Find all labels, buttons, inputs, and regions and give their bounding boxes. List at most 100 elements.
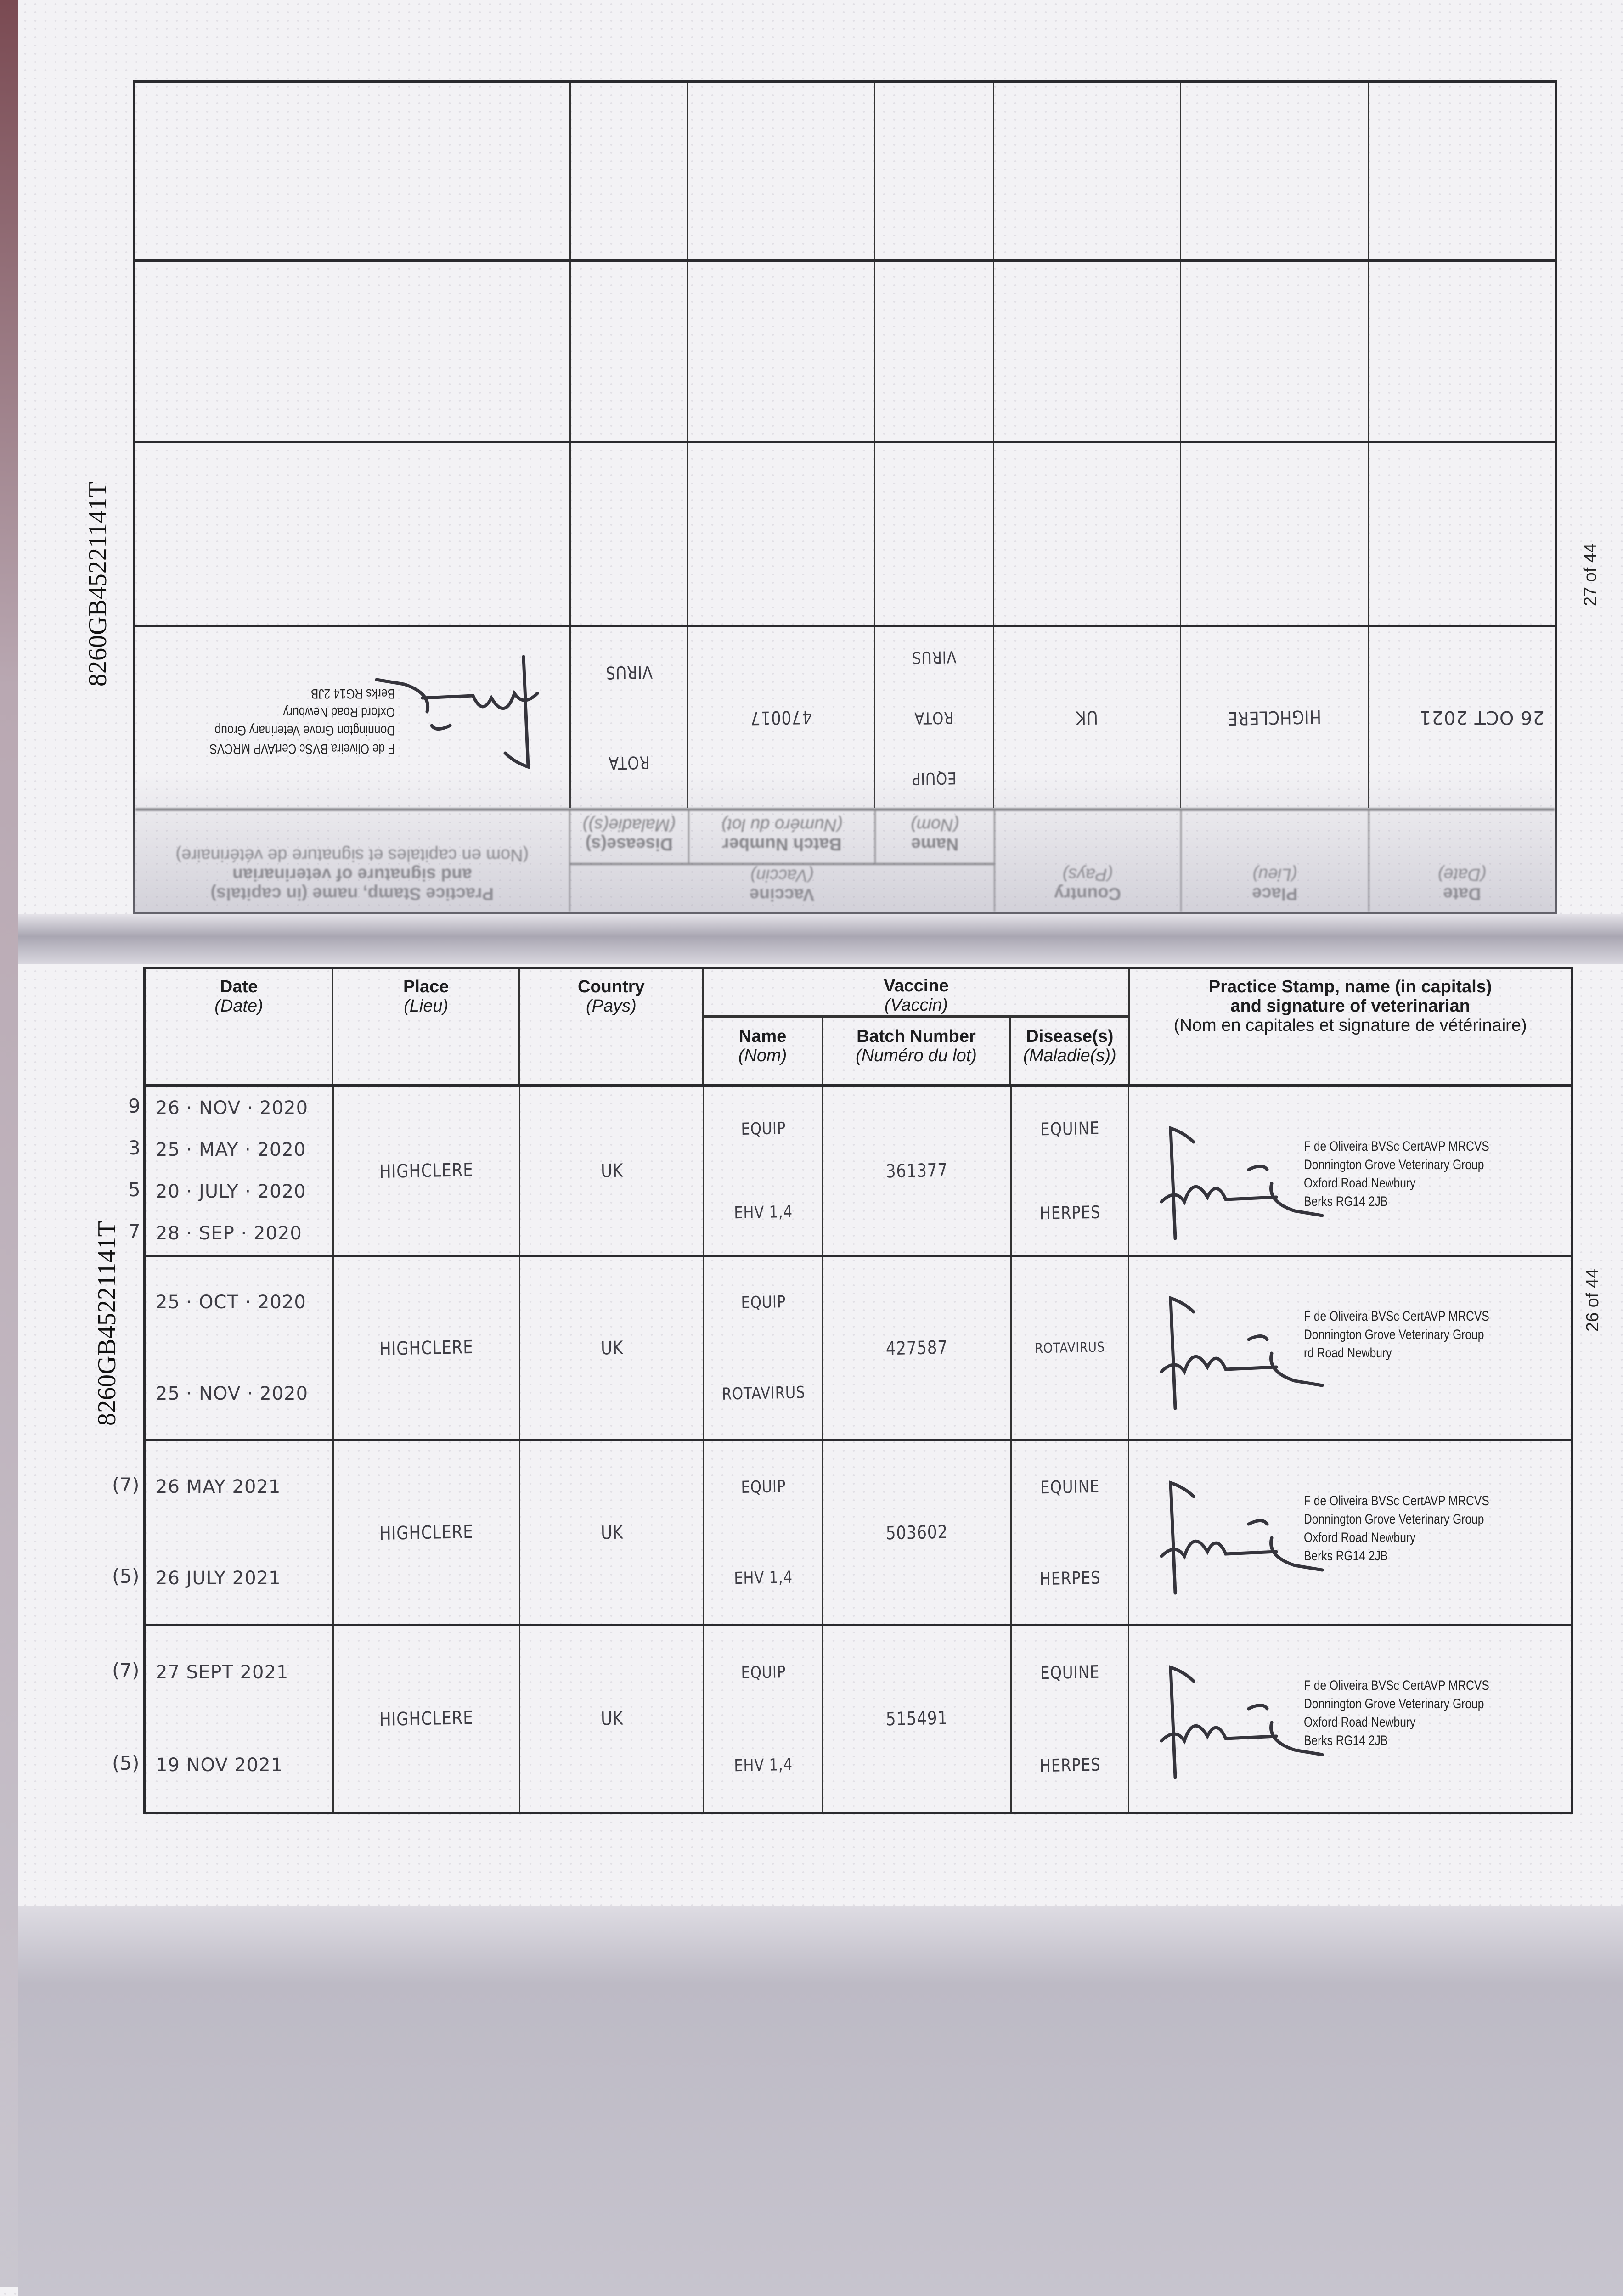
date-label-fr: (Date) — [214, 996, 263, 1016]
date-cell: 25 · OCT · 2020 25 · NOV · 2020 — [146, 1257, 334, 1439]
stamp-line: F de Oliveira BVSc CertAVP MRCVS — [209, 741, 395, 756]
veterinarian-signature — [1160, 1665, 1324, 1779]
stamp-label-2: and signature of veterinarian — [232, 865, 472, 884]
vaccination-date: 25 · MAY · 2020 — [156, 1139, 306, 1160]
page-fold — [18, 914, 1623, 964]
stamp-line: Donnington Grove Veterinary Group — [1304, 1157, 1484, 1172]
dose-number: (7) — [112, 1474, 140, 1497]
stamp-label-fr: (Nom en capitales et signature de vétéri… — [1173, 1016, 1527, 1035]
disease-cell: EQUINE HERPES — [1012, 1441, 1130, 1624]
date-cell: (7) 27 SEPT 2021 (5) 19 NOV 2021 — [112, 1626, 334, 1812]
country: UK — [1075, 707, 1099, 728]
place: HIGHCLERE — [379, 1707, 474, 1731]
disease-cell: EQUINE HERPES — [1012, 1626, 1130, 1812]
stamp-line: Donnington Grove Veterinary Group — [214, 723, 395, 738]
stamp-line: F de Oliveira BVSc CertAVP MRCVS — [1304, 1493, 1489, 1508]
practice-stamp: F de Oliveira BVSc CertAVP MRCVS Donningt… — [205, 684, 395, 758]
place-cell — [1179, 262, 1368, 441]
header-place: Place (Lieu) — [1180, 811, 1368, 912]
stamp-label-2: and signature of veterinarian — [1230, 996, 1470, 1016]
table-row: 9 26 · NOV · 2020 3 25 · MAY · 2020 5 20 · JU… — [128, 1087, 1571, 1257]
date-entry: 25 · OCT · 2020 — [156, 1292, 306, 1313]
vaccine-group: Vaccine (Vaccin) — [570, 863, 994, 912]
stamp-cell: F de Oliveira BVSc CertAVP MRCVS Donningt… — [1129, 1441, 1571, 1624]
country-cell: UK — [520, 1626, 705, 1812]
vaccine-name: ROTAVIRUS — [721, 1383, 806, 1404]
date-entry: (7) 27 SEPT 2021 — [112, 1659, 288, 1683]
vaccine-name: VIRUS — [911, 647, 957, 667]
batch-label-fr: (Numéro du lot) — [721, 815, 843, 834]
disease: EQUINE — [1040, 1118, 1100, 1140]
disease: HERPES — [1039, 1567, 1101, 1589]
vaccine-name-cell: EQUIP EHV 1,4 — [704, 1087, 824, 1255]
country-label-fr: (Pays) — [1062, 865, 1113, 884]
veterinarian-signature — [1160, 1296, 1324, 1410]
stamp-label: Practice Stamp, name (in capitals) — [210, 884, 494, 903]
date-entry: 7 28 · SEP · 2020 — [128, 1220, 302, 1244]
place-cell: HIGHCLERE — [334, 1626, 521, 1812]
batch-label-fr: (Numéro du lot) — [855, 1046, 977, 1065]
date-entry: 9 26 · NOV · 2020 — [128, 1095, 308, 1119]
batch-label: Batch Number — [857, 1027, 976, 1046]
stamp-line: F de Oliveira BVSc CertAVP MRCVS — [1304, 1309, 1489, 1324]
vaccination-date: 25 · NOV · 2020 — [156, 1383, 309, 1404]
header-disease: Disease(s) (Maladie(s)) — [570, 811, 688, 863]
vaccine-name: EHV 1,4 — [734, 1568, 793, 1588]
stamp-line: Berks RG14 2JB — [310, 686, 395, 701]
place: HIGHCLERE — [1227, 706, 1322, 729]
practice-stamp: F de Oliveira BVSc CertAVP MRCVS Donningt… — [1304, 1137, 1500, 1211]
batch-label: Batch Number — [722, 834, 842, 854]
page-number-top: 27 of 44 — [1581, 543, 1600, 607]
country-cell — [992, 443, 1180, 625]
vaccine-group: Vaccine (Vaccin) — [704, 969, 1129, 1018]
disease-cell: ROTA VIRUS — [569, 627, 688, 808]
disease-cell — [569, 262, 688, 441]
header-batch: Batch Number (Numéro du lot) — [688, 811, 875, 863]
practice-stamp: F de Oliveira BVSc CertAVP MRCVS Donningt… — [1304, 1677, 1500, 1750]
table-row — [135, 83, 1555, 259]
vaccine-name: EHV 1,4 — [734, 1202, 793, 1223]
place-label-fr: (Lieu) — [404, 996, 449, 1016]
header-country: Country (Pays) — [520, 969, 704, 1084]
table-header: Date (Date) Place (Lieu) Country (Pays) Vaccin… — [146, 969, 1571, 1087]
vaccination-date: 25 · OCT · 2020 — [156, 1292, 306, 1313]
batch-cell: 361377 — [823, 1087, 1012, 1255]
disease-label-fr: (Maladie(s)) — [1023, 1046, 1116, 1065]
disease: VIRUS — [605, 661, 653, 683]
stamp-line: Donnington Grove Veterinary Group — [1304, 1327, 1484, 1342]
passport-id-top: 8260GB45221141T — [83, 482, 112, 687]
batch-number: 503602 — [885, 1521, 948, 1544]
country-cell — [992, 83, 1180, 259]
batch-number: 515491 — [885, 1707, 948, 1730]
header-date: Date (Date) — [146, 969, 334, 1084]
disease-cell — [569, 443, 688, 625]
header-place: Place (Lieu) — [333, 969, 520, 1084]
header-name: Name (Nom) — [874, 811, 994, 863]
date-entry: 3 25 · MAY · 2020 — [128, 1137, 306, 1160]
date-cell — [1368, 83, 1555, 259]
dose-number: 5 — [128, 1178, 141, 1201]
table-row — [135, 259, 1555, 441]
stamp-cell: F de Oliveira BVSc CertAVP MRCVS Donningt… — [135, 627, 569, 808]
stamp-line: Oxford Road Newbury — [1304, 1715, 1416, 1730]
stamp-line: Donnington Grove Veterinary Group — [1304, 1696, 1484, 1711]
veterinarian-signature — [1160, 1480, 1324, 1595]
veterinarian-signature — [375, 655, 539, 769]
disease: EQUINE — [1040, 1661, 1100, 1683]
name-label-fr: (Nom) — [910, 815, 959, 834]
batch-cell — [687, 83, 874, 259]
date-cell — [1368, 262, 1555, 441]
vaccination-date: 19 NOV 2021 — [156, 1755, 283, 1776]
dose-number: 7 — [128, 1220, 141, 1243]
country: UK — [600, 1337, 624, 1359]
place-cell: HIGHCLERE — [334, 1087, 521, 1255]
date-label: Date — [1443, 884, 1481, 903]
vaccine-name: EQUIP — [741, 1662, 786, 1683]
vaccination-date: 26 JULY 2021 — [156, 1567, 281, 1589]
stamp-line: Berks RG14 2JB — [1304, 1194, 1388, 1209]
date-entry: 26 OCT 2021 — [1419, 707, 1544, 728]
place-cell — [1179, 443, 1368, 625]
header-vaccine: Vaccine (Vaccin) Name (Nom) Batch Number (Num… — [704, 969, 1130, 1084]
header-disease: Disease(s) (Maladie(s)) — [1011, 1018, 1128, 1084]
passport-id-bottom: 8260GB45221141T — [92, 1221, 121, 1426]
